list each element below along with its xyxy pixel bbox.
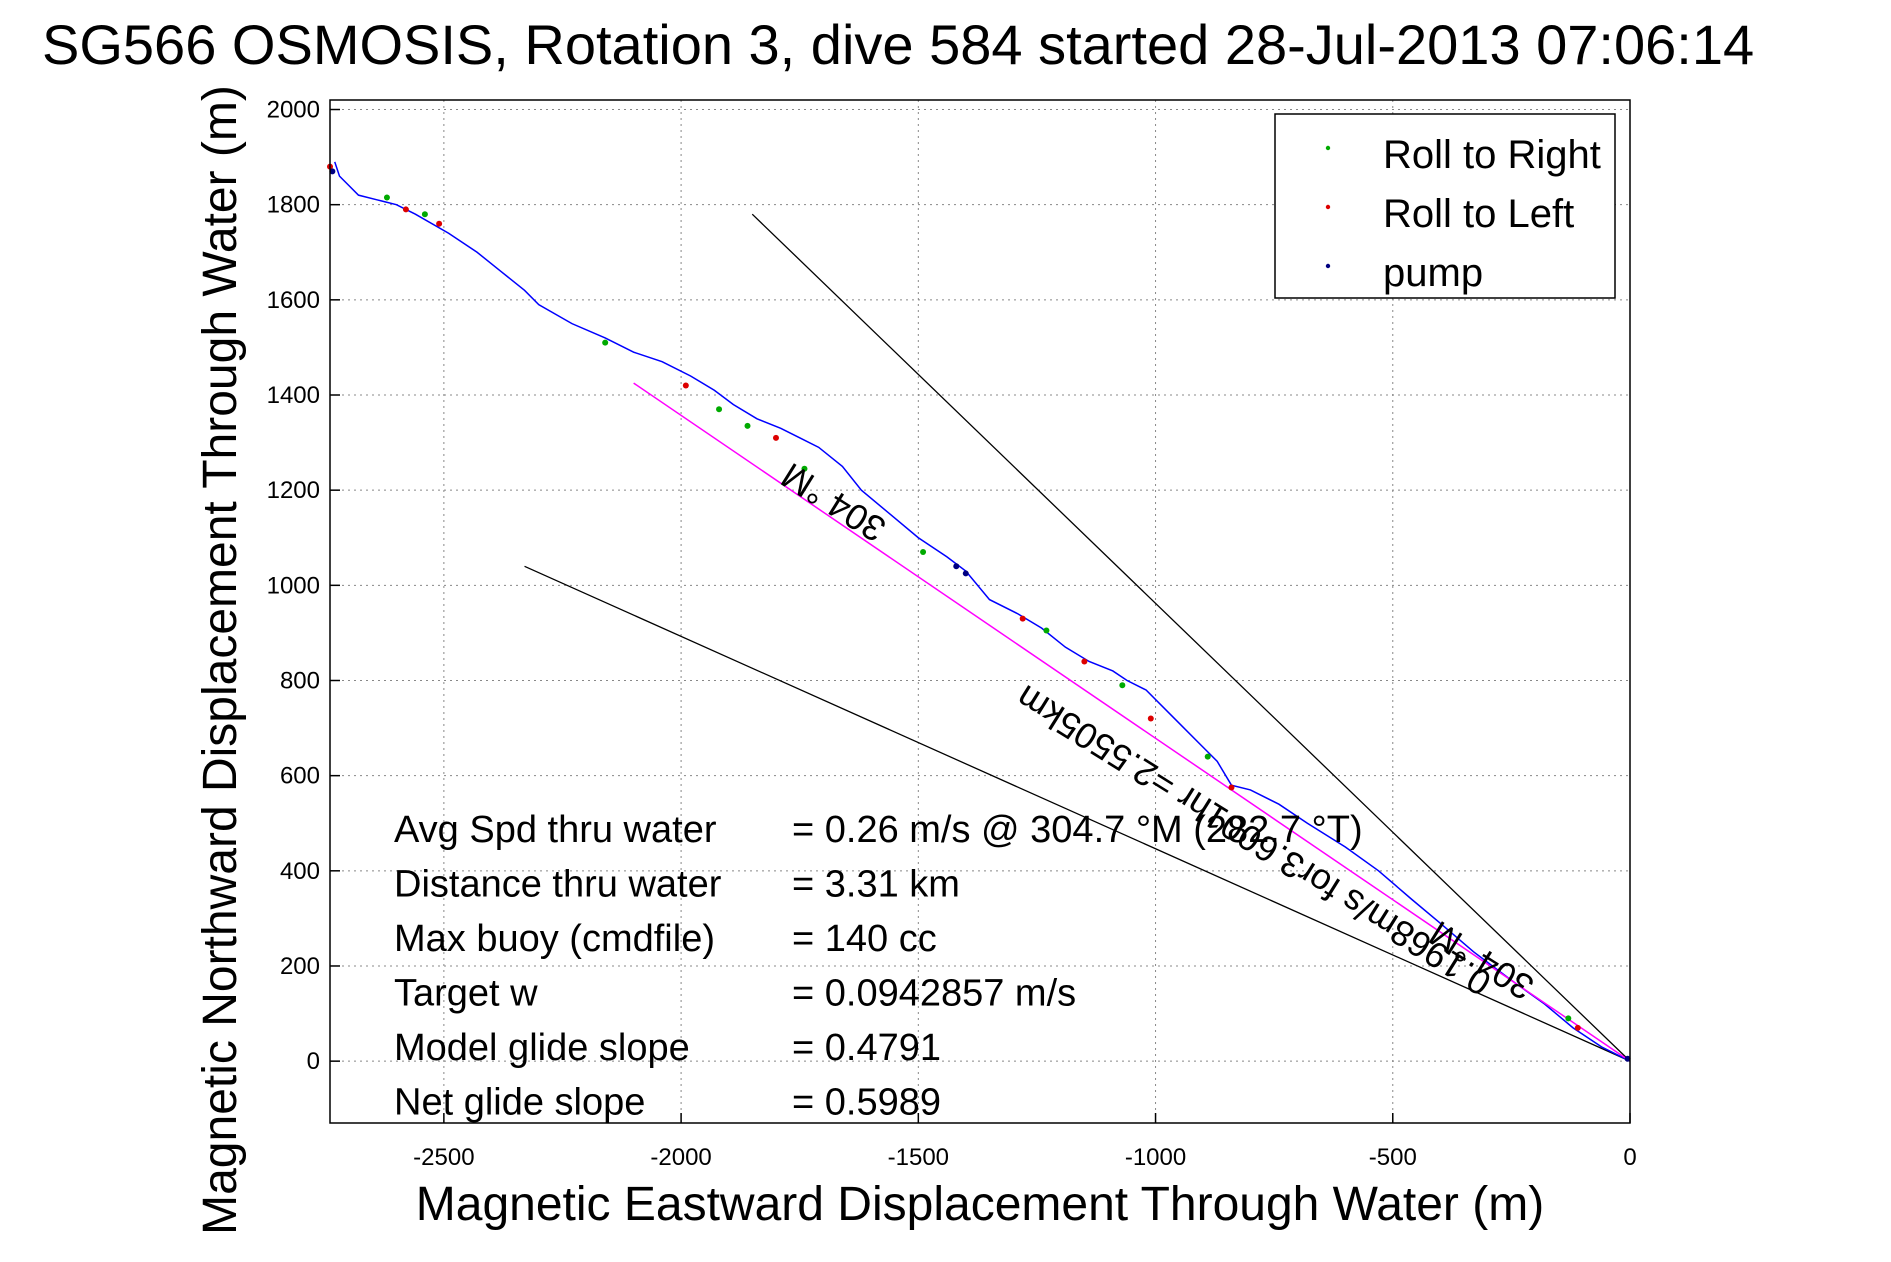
reference-lines xyxy=(524,213,1631,1062)
roll-left-marker xyxy=(772,434,779,441)
stat-value: = 0.26 m/s @ 304.7 °M (282.7 °T) xyxy=(792,809,1363,851)
stat-label: Max buoy (cmdfile) xyxy=(394,918,715,960)
y-tick-label: 200 xyxy=(280,953,320,980)
y-tick-label: 0 xyxy=(307,1048,320,1075)
legend-label-roll-right: Roll to Right xyxy=(1383,133,1601,177)
stat-value: = 0.4791 xyxy=(792,1027,941,1069)
x-tick-label: -1500 xyxy=(888,1144,949,1171)
reference-line-lower xyxy=(524,565,1631,1062)
stat-label: Distance thru water xyxy=(394,864,722,906)
roll-right-marker xyxy=(421,211,428,218)
grid-lines xyxy=(330,100,1631,1123)
legend-marker-pump xyxy=(1325,263,1331,269)
x-tick-label: -500 xyxy=(1369,1144,1417,1171)
legend-box xyxy=(1274,113,1616,299)
roll-left-marker xyxy=(1081,658,1088,665)
y-tick-label: 2000 xyxy=(267,97,320,124)
y-tick-label: 600 xyxy=(280,763,320,790)
y-axis-label: Magnetic Northward Displacement Through … xyxy=(194,85,247,1235)
stat-label: Net glide slope xyxy=(394,1082,645,1124)
legend-label-pump: pump xyxy=(1383,251,1483,295)
x-tick-label: -2500 xyxy=(413,1144,474,1171)
roll-right-marker xyxy=(1043,627,1050,634)
stat-value: = 0.5989 xyxy=(792,1082,941,1124)
stat-label: Model glide slope xyxy=(394,1027,690,1069)
pump-marker xyxy=(962,570,969,577)
legend-marker-roll-right xyxy=(1325,145,1331,151)
reference-line-upper xyxy=(751,213,1631,1062)
legend-label-roll-left: Roll to Left xyxy=(1383,192,1574,236)
x-tick-label: -1000 xyxy=(1125,1144,1186,1171)
legend: Roll to Right Roll to Left pump xyxy=(1274,113,1616,299)
glider-track xyxy=(334,161,1631,1062)
dive-statistics: Avg Spd thru water = 0.26 m/s @ 304.7 °M … xyxy=(394,809,1363,1124)
y-tick-label: 1600 xyxy=(267,287,320,314)
plot-frame xyxy=(329,99,1631,1124)
stat-value: = 140 cc xyxy=(792,918,937,960)
roll-right-marker xyxy=(920,549,927,556)
pump-marker xyxy=(953,563,960,570)
roll-right-marker xyxy=(1119,682,1126,689)
net-displacement-line xyxy=(633,382,1631,1062)
roll-right-marker xyxy=(801,465,808,472)
x-tick-label: -2000 xyxy=(650,1144,711,1171)
roll-left-marker xyxy=(402,206,409,213)
y-tick-label: 400 xyxy=(280,858,320,885)
y-tick-label: 1400 xyxy=(267,382,320,409)
roll-right-marker xyxy=(716,406,723,413)
data-series xyxy=(334,161,1631,1062)
roll-left-marker xyxy=(436,220,443,227)
roll-left-marker xyxy=(1574,1024,1581,1031)
y-tick-label: 1800 xyxy=(267,192,320,219)
pump-marker xyxy=(1624,1055,1631,1062)
stat-value: = 3.31 km xyxy=(792,864,960,906)
y-tick-label: 800 xyxy=(280,667,320,694)
roll-left-marker xyxy=(1228,784,1235,791)
stat-label: Target w xyxy=(394,973,538,1015)
roll-right-marker xyxy=(383,194,390,201)
x-axis-label: Magnetic Eastward Displacement Through W… xyxy=(416,1178,1544,1231)
chart-title: SG566 OSMOSIS, Rotation 3, dive 584 star… xyxy=(42,13,1754,76)
stat-label: Avg Spd thru water xyxy=(394,809,717,851)
roll-right-marker xyxy=(744,422,751,429)
stat-value: = 0.0942857 m/s xyxy=(792,973,1076,1015)
roll-right-marker xyxy=(602,339,609,346)
roll-left-marker xyxy=(682,382,689,389)
x-axis-ticks: -2500 -2000 -1500 -1000 -500 0 xyxy=(413,1113,1637,1171)
roll-markers xyxy=(327,163,1631,1062)
roll-right-marker xyxy=(1204,753,1211,760)
legend-marker-roll-left xyxy=(1325,204,1331,210)
y-tick-label: 1200 xyxy=(267,477,320,504)
pump-marker xyxy=(329,168,336,175)
roll-left-marker xyxy=(1147,715,1154,722)
y-tick-label: 1000 xyxy=(267,572,320,599)
roll-left-marker xyxy=(1019,615,1026,622)
y-axis-ticks: 0 200 400 600 800 1000 1200 1400 1600 1800 2000 xyxy=(267,97,340,1075)
x-tick-label: 0 xyxy=(1623,1144,1636,1171)
roll-right-marker xyxy=(1565,1015,1572,1022)
